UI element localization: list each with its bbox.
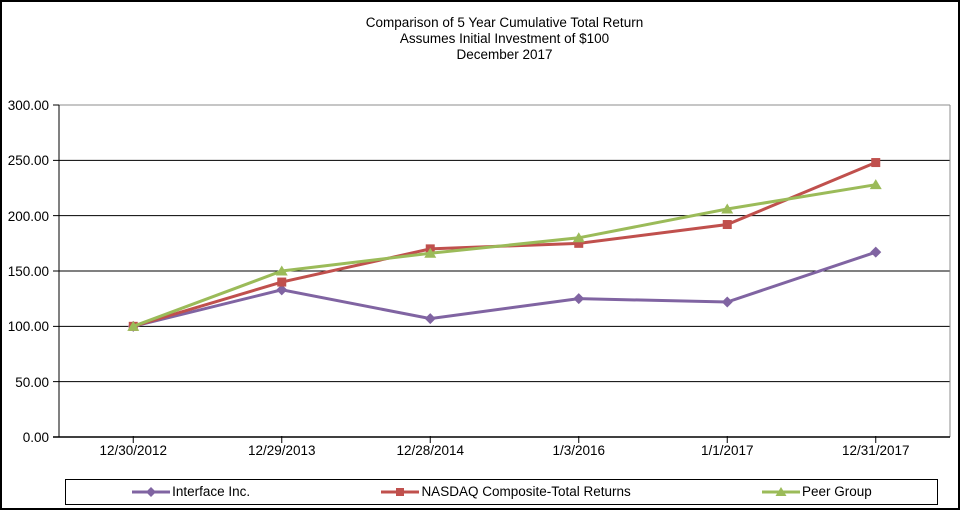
y-tick-label: 0.00 [22, 430, 49, 445]
legend: Interface Inc. NASDAQ Composite-Total Ret… [65, 479, 938, 505]
legend-label-peer-group: Peer Group [802, 484, 872, 499]
series-marker-nasdaq-composite-total-returns [722, 220, 732, 230]
x-tick-label: 1/3/2016 [552, 443, 606, 458]
series-marker-peer-group [572, 232, 585, 243]
legend-item-nasdaq-composite-total-returns: NASDAQ Composite-Total Returns [380, 484, 631, 499]
series-line-interface-inc [132, 250, 877, 328]
legend-label-nasdaq-composite-total-returns: NASDAQ Composite-Total Returns [421, 484, 631, 499]
chart-title-line1: Comparison of 5 Year Cumulative Total Re… [365, 15, 644, 30]
series-marker-nasdaq-composite-total-returns [574, 238, 584, 248]
series-marker-peer-group [127, 320, 140, 331]
series-marker-interface-inc [276, 284, 288, 296]
y-tick-label: 150.00 [7, 264, 49, 279]
series-marker-interface-inc [424, 313, 436, 325]
series-marker-peer-group [869, 179, 882, 190]
y-tick-label: 300.00 [7, 98, 49, 113]
x-tick-label: 12/29/2013 [247, 443, 316, 458]
series-marker-peer-group [721, 203, 734, 214]
chart-title-line2: Assumes Initial Investment of $100 [399, 31, 610, 46]
series-marker-nasdaq-composite-total-returns [871, 158, 881, 168]
series-marker-interface-inc [721, 296, 733, 308]
x-tick-label: 12/28/2014 [396, 443, 465, 458]
series-marker-peer-group [424, 247, 437, 258]
chart-title-line3: December 2017 [456, 47, 553, 62]
x-tick-label: 12/30/2012 [99, 443, 168, 458]
square-marker-icon [381, 488, 420, 496]
chart-title: Comparison of 5 Year Cumulative Total Re… [59, 15, 950, 63]
legend-label-interface-inc: Interface Inc. [172, 484, 251, 499]
series-marker-interface-inc [573, 293, 585, 305]
x-tick-label: 1/1/2017 [700, 443, 754, 458]
triangle-marker-icon [762, 487, 801, 496]
legend-item-peer-group: Peer Group [761, 485, 872, 499]
series-marker-peer-group [275, 265, 288, 276]
series-marker-nasdaq-composite-total-returns [277, 277, 287, 287]
legend-item-interface-inc: Interface Inc. [131, 485, 250, 499]
diamond-marker-icon [132, 487, 171, 497]
y-tick-label: 250.00 [7, 153, 49, 169]
y-tick-label: 200.00 [7, 208, 49, 224]
y-tick-label: 100.00 [7, 319, 49, 335]
x-tick-label: 12/31/2017 [841, 443, 910, 458]
series-marker-interface-inc [870, 246, 882, 258]
y-tick-label: 50.00 [15, 374, 49, 390]
series-line-peer-group [132, 183, 876, 328]
